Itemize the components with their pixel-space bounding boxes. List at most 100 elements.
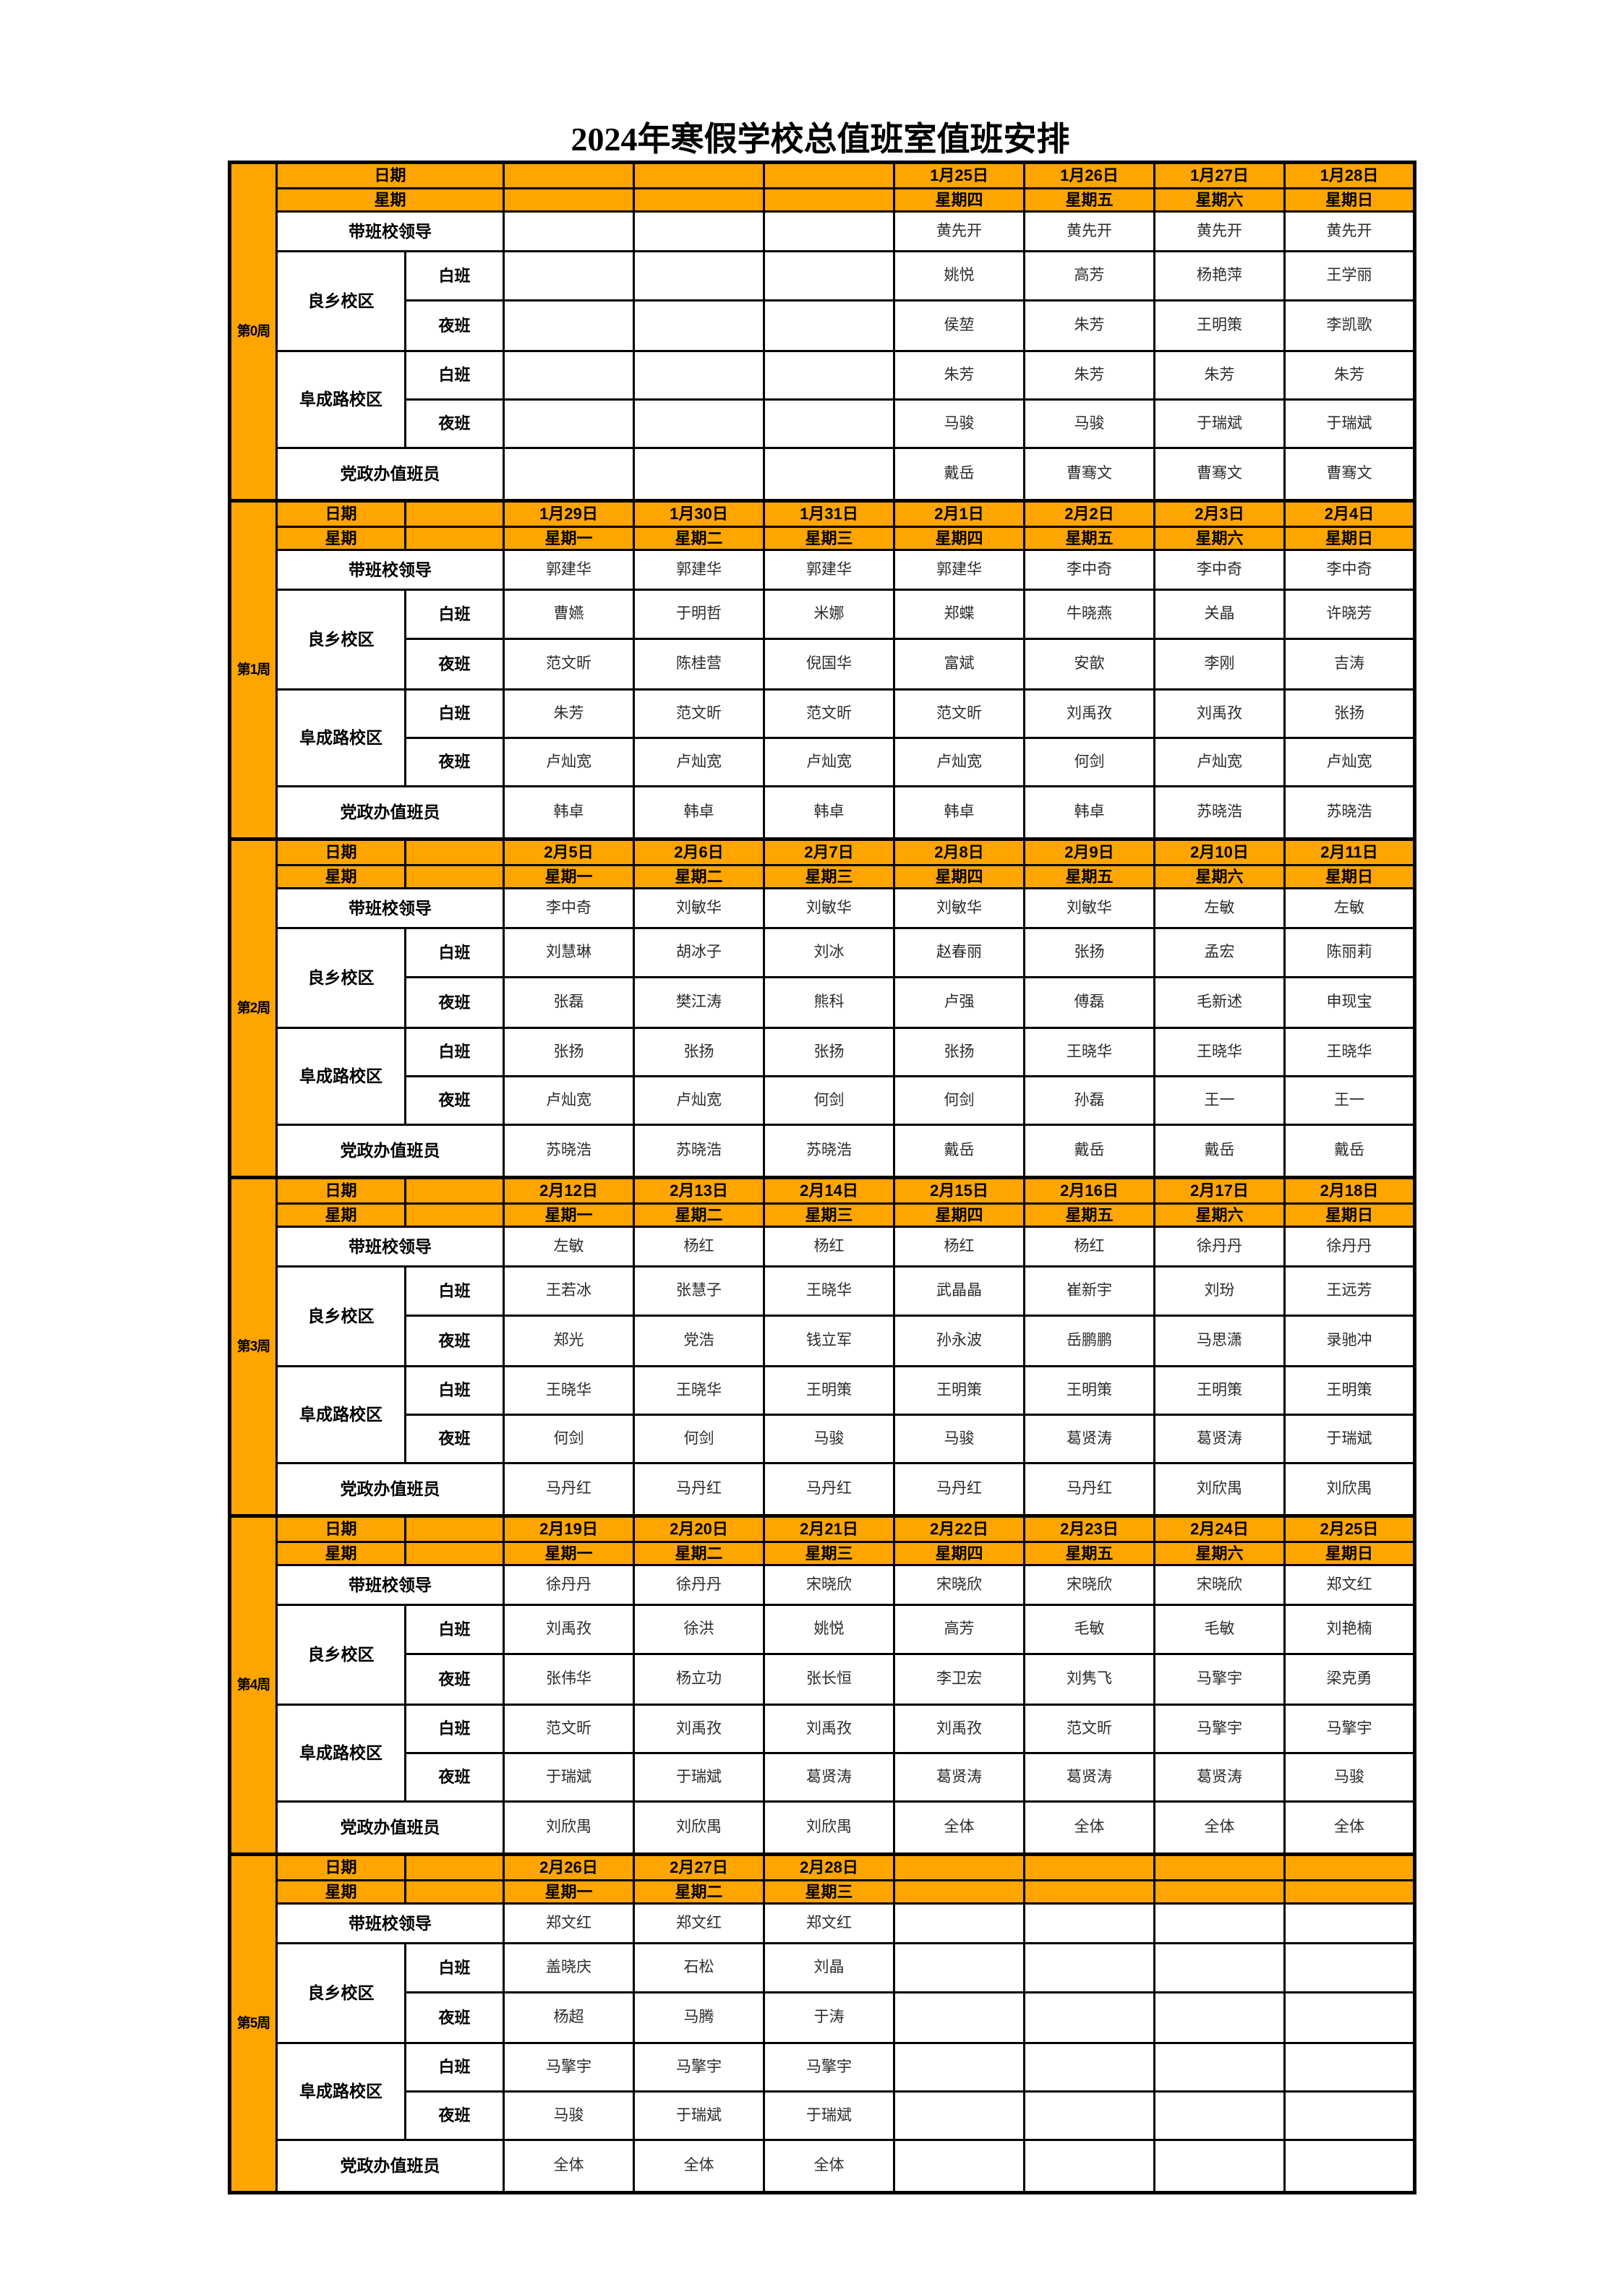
date-cell: 2月23日 bbox=[1023, 1514, 1155, 1543]
shift-label-night: 夜班 bbox=[404, 2090, 505, 2141]
name-cell: 姚悦 bbox=[763, 1604, 895, 1655]
office-cell: 刘欣禺 bbox=[503, 1800, 635, 1855]
name-cell: 郑蝶 bbox=[893, 589, 1025, 640]
name-cell: 钱立军 bbox=[763, 1315, 895, 1367]
office-cell: 全体 bbox=[893, 1800, 1025, 1855]
shift-label-day: 白班 bbox=[404, 350, 505, 401]
table-row: 党政办值班员 马丹红 马丹红 马丹红 马丹红 马丹红 刘欣禺 刘欣禺 bbox=[230, 1462, 1416, 1517]
weekday-cell: 星期四 bbox=[893, 187, 1025, 213]
date-row-label: 日期 bbox=[275, 837, 406, 866]
name-cell: 刘玢 bbox=[1153, 1265, 1286, 1317]
weekday-cell: 星期一 bbox=[503, 1202, 635, 1228]
leader-cell bbox=[503, 210, 635, 252]
weekday-cell: 星期四 bbox=[893, 526, 1025, 551]
name-cell: 范文昕 bbox=[633, 688, 765, 739]
weekday-cell bbox=[503, 187, 635, 213]
office-row-label: 党政办值班员 bbox=[275, 785, 505, 840]
leader-cell: 黄先开 bbox=[1283, 210, 1416, 252]
office-cell: 曹骞文 bbox=[1283, 447, 1416, 502]
leader-cell: 左敏 bbox=[1283, 887, 1416, 929]
leader-cell: 郑文红 bbox=[633, 1902, 765, 1944]
campus-label-liangxiang: 良乡校区 bbox=[275, 927, 406, 1029]
date-cell: 2月16日 bbox=[1023, 1176, 1155, 1205]
date-cell: 2月17日 bbox=[1153, 1176, 1286, 1205]
weekday-cell bbox=[633, 187, 765, 213]
name-cell: 樊江涛 bbox=[633, 976, 765, 1029]
date-cell: 1月27日 bbox=[1153, 161, 1286, 189]
table-row: 良乡校区 白班 王若冰 张慧子 王晓华 武晶晶 崔新宇 刘玢 王远芳 bbox=[230, 1265, 1416, 1367]
leader-cell: 杨红 bbox=[893, 1226, 1025, 1268]
name-cell: 卢灿宽 bbox=[503, 737, 635, 787]
name-cell: 于瑞斌 bbox=[1283, 398, 1416, 449]
shift-label-day: 白班 bbox=[404, 927, 505, 978]
name-cell: 葛贤涛 bbox=[763, 1752, 895, 1803]
office-cell: 全体 bbox=[1023, 1800, 1155, 1855]
date-cell: 2月2日 bbox=[1023, 499, 1155, 528]
name-cell: 孙永波 bbox=[893, 1315, 1025, 1367]
weekday-cell bbox=[1283, 1879, 1416, 1905]
weekday-cell: 星期六 bbox=[1153, 864, 1286, 889]
table-row: 夜班 张伟华 杨立功 张长恒 李卫宏 刘隽飞 马擎宇 梁克勇 bbox=[230, 1653, 1416, 1706]
name-cell bbox=[1023, 1942, 1155, 1993]
date-cell: 2月5日 bbox=[503, 837, 635, 866]
leader-cell: 刘敏华 bbox=[1023, 887, 1155, 929]
name-cell: 刘禹孜 bbox=[503, 1604, 635, 1655]
table-row: 第3周 日期 2月12日 2月13日 2月14日 2月15日 2月16日 2月17日 2月18日 bbox=[228, 1176, 1416, 1517]
name-cell bbox=[1023, 2090, 1155, 2141]
weekday-cell: 星期日 bbox=[1283, 864, 1416, 889]
name-cell: 王远芳 bbox=[1283, 1265, 1416, 1317]
name-cell: 孟宏 bbox=[1153, 927, 1286, 978]
name-cell bbox=[763, 398, 895, 449]
campus-label-liangxiang: 良乡校区 bbox=[275, 1604, 406, 1706]
office-cell: 戴岳 bbox=[893, 447, 1025, 502]
date-cell bbox=[893, 1852, 1025, 1881]
campus-label-fuchenglu: 阜成路校区 bbox=[275, 2042, 406, 2141]
shift-label-day: 白班 bbox=[404, 2042, 505, 2093]
office-cell: 韩卓 bbox=[763, 785, 895, 840]
name-cell: 卢灿宽 bbox=[763, 737, 895, 787]
name-cell: 卢强 bbox=[893, 976, 1025, 1029]
name-cell: 马腾 bbox=[633, 1991, 765, 2044]
campus-label-fuchenglu: 阜成路校区 bbox=[275, 1365, 406, 1464]
leader-cell: 宋晓欣 bbox=[893, 1564, 1025, 1606]
weekday-row-label: 星期 bbox=[275, 864, 406, 889]
name-cell: 朱芳 bbox=[503, 688, 635, 739]
office-cell: 刘欣禺 bbox=[1283, 1462, 1416, 1517]
weekday-cell: 星期三 bbox=[763, 1541, 895, 1566]
table-row: 阜成路校区 白班 范文昕 刘禹孜 刘禹孜 刘禹孜 范文昕 马擎宇 马擎宇 bbox=[230, 1704, 1416, 1803]
name-cell: 马擎宇 bbox=[503, 2042, 635, 2093]
name-cell: 何剑 bbox=[763, 1075, 895, 1126]
table-row: 星期 星期一 星期二 星期三 bbox=[230, 1879, 1416, 1905]
name-cell: 范文昕 bbox=[503, 1704, 635, 1754]
campus-label-liangxiang: 良乡校区 bbox=[275, 589, 406, 691]
weekday-cell: 星期二 bbox=[633, 1541, 765, 1566]
leader-cell: 杨红 bbox=[763, 1226, 895, 1268]
name-cell: 何剑 bbox=[1023, 737, 1155, 787]
name-cell bbox=[633, 299, 765, 352]
shift-label-day: 白班 bbox=[404, 1604, 505, 1655]
name-cell bbox=[1283, 1942, 1416, 1993]
weekday-cell: 星期六 bbox=[1153, 187, 1286, 213]
shift-label-day: 白班 bbox=[404, 250, 505, 302]
table-row: 夜班 马骏 马骏 于瑞斌 于瑞斌 bbox=[230, 398, 1416, 449]
name-cell bbox=[1153, 2090, 1286, 2141]
name-cell: 张扬 bbox=[893, 1027, 1025, 1077]
name-cell: 于瑞斌 bbox=[633, 2090, 765, 2141]
name-cell: 马擎宇 bbox=[1283, 1704, 1416, 1754]
name-cell: 安歆 bbox=[1023, 638, 1155, 691]
leader-cell: 郭建华 bbox=[633, 549, 765, 591]
week-label: 第3周 bbox=[228, 1176, 278, 1517]
empty-header-cell bbox=[404, 864, 505, 889]
table-row: 夜班 郑光 党浩 钱立军 孙永波 岳鹏鹏 马思潇 录驰冲 bbox=[230, 1315, 1416, 1367]
name-cell: 王明策 bbox=[1023, 1365, 1155, 1416]
weekday-row-label: 星期 bbox=[275, 187, 505, 213]
shift-label-day: 白班 bbox=[404, 688, 505, 739]
leader-cell: 黄先开 bbox=[1023, 210, 1155, 252]
weekday-row-label: 星期 bbox=[275, 1202, 406, 1228]
date-cell: 2月14日 bbox=[763, 1176, 895, 1205]
table-row: 夜班 卢灿宽 卢灿宽 何剑 何剑 孙磊 王一 王一 bbox=[230, 1075, 1416, 1126]
table-row: 阜成路校区 白班 朱芳 朱芳 朱芳 朱芳 bbox=[230, 350, 1416, 449]
empty-header-cell bbox=[404, 1852, 505, 1881]
name-cell: 刘禹孜 bbox=[763, 1704, 895, 1754]
campus-label-liangxiang: 良乡校区 bbox=[275, 1942, 406, 2044]
